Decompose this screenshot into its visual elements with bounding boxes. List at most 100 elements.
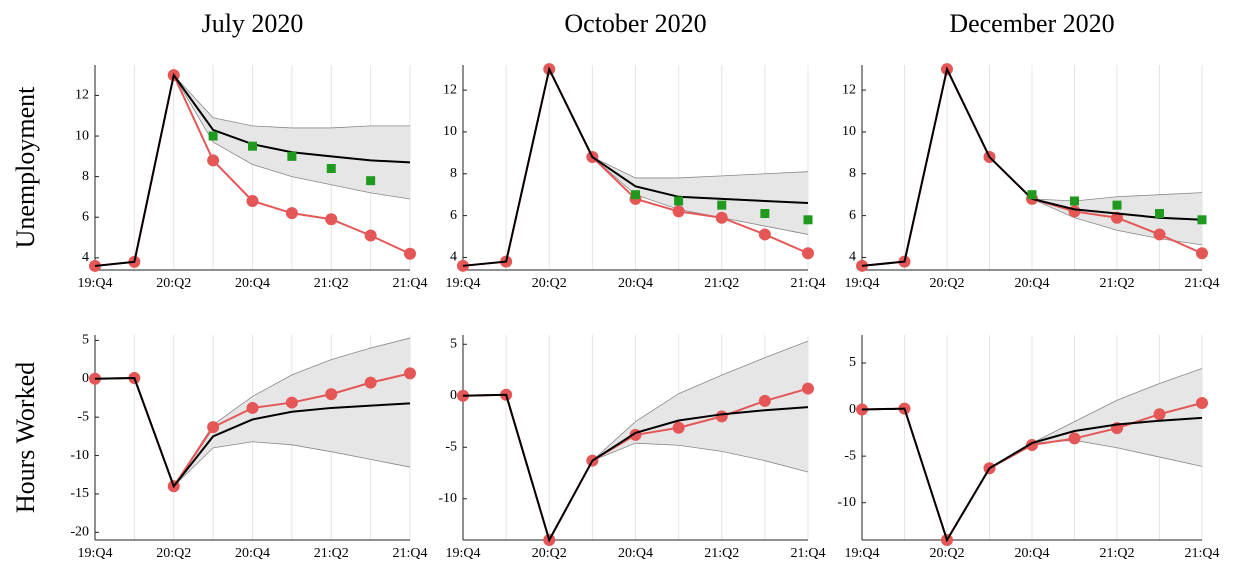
point (802, 247, 814, 260)
x-tick-label: 21:Q4 (393, 276, 428, 291)
point (364, 229, 377, 242)
x-tick-label: 19:Q4 (845, 546, 880, 561)
point (631, 190, 640, 200)
band-fill (592, 341, 808, 473)
x-tick-label: 19:Q4 (446, 546, 481, 561)
x-tick-label: 21:Q4 (1185, 276, 1220, 291)
y-tick-label: 10 (842, 124, 856, 139)
point (715, 211, 728, 224)
band-edge (1031, 192, 1203, 202)
point (404, 247, 416, 260)
point (248, 141, 257, 151)
point (1112, 200, 1122, 210)
point (325, 213, 338, 226)
y-tick-label: -20 (70, 525, 89, 540)
y-tick-label: -10 (70, 448, 89, 463)
x-tick-label: 20:Q2 (532, 276, 567, 291)
point (287, 151, 297, 161)
point (1155, 209, 1164, 219)
y-tick-label: 10 (75, 128, 89, 143)
y-tick-label: 5 (849, 355, 856, 370)
series-line (861, 407, 1203, 543)
x-tick-label: 21:Q4 (791, 276, 826, 291)
series-line (462, 393, 809, 543)
point (325, 388, 338, 401)
x-tick-label: 21:Q2 (1100, 546, 1135, 561)
band-edge (173, 74, 411, 200)
y-tick-label: 6 (82, 209, 89, 224)
y-tick-label: 12 (75, 88, 89, 103)
point (1153, 228, 1166, 241)
point (672, 205, 685, 218)
point (1068, 205, 1081, 218)
x-tick-label: 21:Q2 (704, 276, 739, 291)
y-tick-label: 4 (450, 250, 457, 265)
x-tick-label: 19:Q4 (446, 276, 481, 291)
x-tick-label: 20:Q2 (156, 546, 191, 561)
band-fill (173, 75, 410, 199)
y-tick-label: 4 (849, 250, 856, 265)
x-tick-label: 21:Q2 (314, 546, 349, 561)
point (1197, 215, 1207, 225)
x-tick-label: 20:Q4 (618, 546, 653, 561)
y-tick-label: 0 (82, 371, 89, 386)
y-tick-label: -10 (438, 491, 457, 506)
point (1196, 397, 1208, 410)
point (1068, 432, 1081, 445)
point (1153, 408, 1166, 421)
y-axis-label: Hours Worked (11, 362, 40, 513)
y-tick-label: 12 (842, 82, 856, 97)
point (674, 196, 684, 206)
band-edge (173, 441, 411, 487)
x-tick-label: 20:Q4 (618, 276, 653, 291)
band-edge (592, 340, 809, 461)
x-tick-label: 19:Q4 (78, 546, 113, 561)
point (1070, 196, 1079, 206)
point (715, 410, 728, 423)
x-tick-label: 20:Q4 (235, 546, 270, 561)
point (1196, 247, 1208, 260)
point (326, 164, 336, 174)
point (366, 176, 376, 186)
y-tick-label: 6 (450, 208, 457, 223)
x-tick-label: 21:Q2 (314, 276, 349, 291)
y-tick-label: -5 (77, 409, 89, 424)
y-tick-label: 6 (849, 208, 856, 223)
point (758, 228, 771, 241)
chart-title: December 2020 (949, 9, 1114, 38)
x-tick-label: 21:Q4 (393, 546, 428, 561)
y-tick-label: 8 (849, 166, 856, 181)
point (207, 154, 220, 167)
band-edge (592, 156, 809, 235)
y-tick-label: 5 (450, 336, 457, 351)
x-tick-label: 20:Q2 (930, 546, 965, 561)
point (803, 215, 813, 225)
point (802, 382, 814, 395)
point (285, 207, 298, 220)
x-tick-label: 20:Q2 (930, 276, 965, 291)
x-tick-label: 20:Q2 (156, 276, 191, 291)
y-tick-label: 10 (443, 124, 457, 139)
series-line (94, 376, 411, 489)
point (1027, 190, 1037, 200)
band-fill (592, 157, 808, 235)
point (758, 394, 771, 407)
point (717, 200, 727, 210)
band-edge (173, 74, 410, 129)
point (760, 209, 770, 219)
y-tick-label: 12 (443, 82, 457, 97)
y-tick-label: -5 (844, 448, 856, 463)
x-tick-label: 21:Q2 (1100, 276, 1135, 291)
y-tick-label: 0 (849, 402, 856, 417)
point (404, 367, 416, 380)
chart-title: October 2020 (564, 9, 706, 38)
y-tick-label: -15 (70, 486, 89, 501)
y-tick-label: 0 (450, 388, 457, 403)
x-tick-label: 21:Q4 (791, 546, 826, 561)
band-edge (592, 156, 809, 179)
y-tick-label: -5 (445, 440, 457, 455)
y-tick-label: -10 (837, 495, 856, 510)
band-edge (1031, 368, 1203, 444)
x-tick-label: 21:Q2 (704, 546, 739, 561)
